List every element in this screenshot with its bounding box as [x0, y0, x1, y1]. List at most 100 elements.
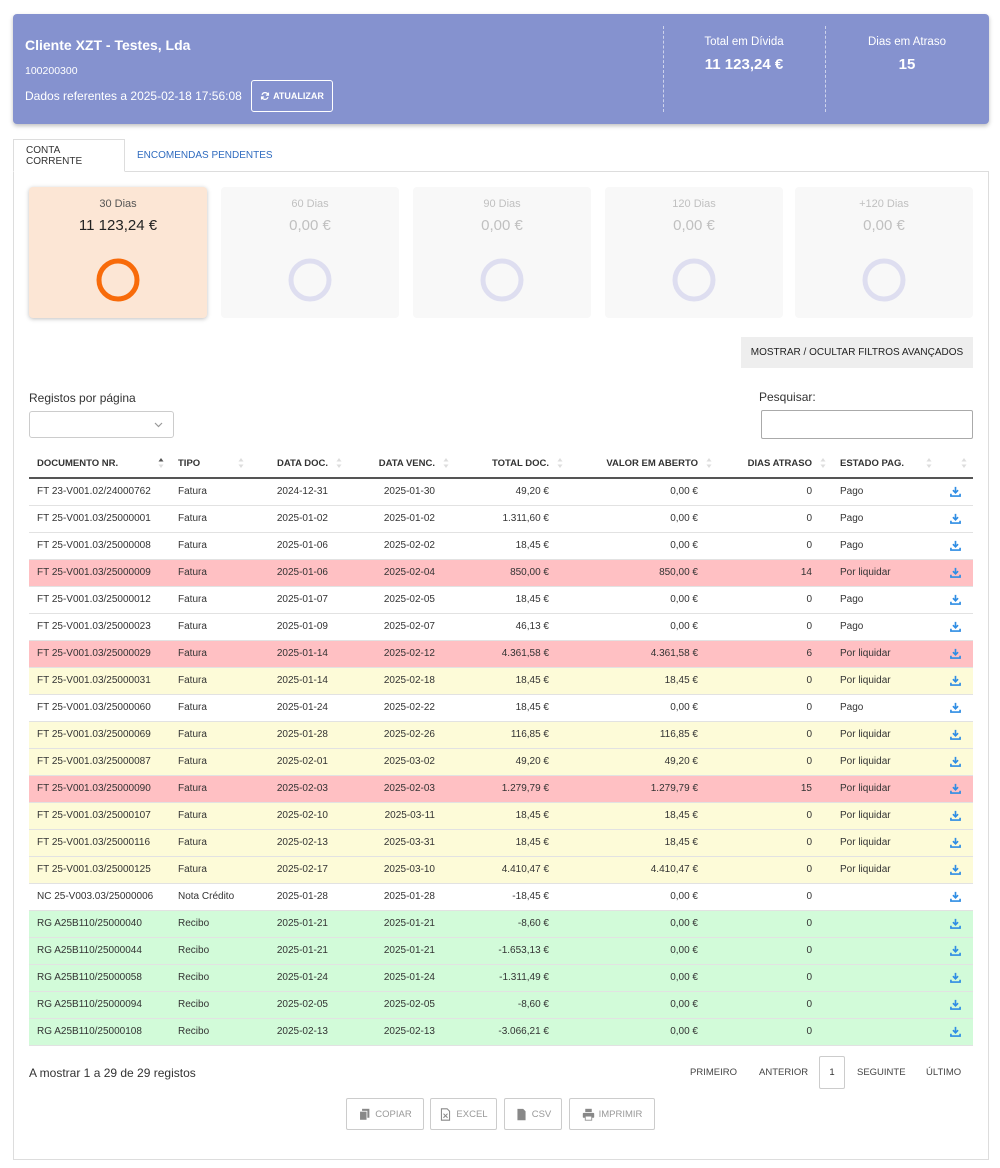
- table-row: RG A25B110/25000058 Recibo 2025-01-24 2025-…: [29, 964, 973, 992]
- download-icon[interactable]: [950, 783, 961, 794]
- download-icon[interactable]: [950, 648, 961, 659]
- aging-card-90[interactable]: 90 Dias 0,00 €: [413, 187, 591, 318]
- download-cell[interactable]: [938, 667, 973, 695]
- aging-card-120[interactable]: 120 Dias 0,00 €: [605, 187, 783, 318]
- print-button[interactable]: IMPRIMIR: [569, 1098, 655, 1130]
- tab-encomendas-pendentes[interactable]: ENCOMENDAS PENDENTES: [137, 150, 273, 161]
- download-cell[interactable]: [938, 640, 973, 668]
- download-icon[interactable]: [950, 729, 961, 740]
- download-icon[interactable]: [950, 540, 961, 551]
- download-icon[interactable]: [950, 837, 961, 848]
- col-header-actions[interactable]: [938, 449, 973, 479]
- download-cell[interactable]: [938, 532, 973, 560]
- aging-card-30[interactable]: 30 Dias 11 123,24 €: [29, 187, 207, 318]
- download-cell[interactable]: [938, 856, 973, 884]
- download-icon[interactable]: [950, 702, 961, 713]
- tab-bar: CONTA CORRENTE ENCOMENDAS PENDENTES: [13, 139, 989, 172]
- download-icon[interactable]: [950, 891, 961, 902]
- cell-data-doc: 2025-02-13: [250, 1018, 348, 1046]
- aging-card-60[interactable]: 60 Dias 0,00 €: [221, 187, 399, 318]
- cell-data-doc: 2025-02-13: [250, 829, 348, 857]
- download-icon[interactable]: [950, 1026, 961, 1037]
- cell-documento: FT 25-V001.03/25000012: [29, 586, 170, 614]
- sort-icon: [443, 458, 449, 468]
- cell-total-doc: 18,45 €: [455, 586, 569, 614]
- download-icon[interactable]: [950, 486, 961, 498]
- aging-card-120-plus[interactable]: +120 Dias 0,00 €: [795, 187, 973, 318]
- download-cell[interactable]: [938, 991, 973, 1019]
- col-header-estado-pag[interactable]: ESTADO PAG.: [832, 449, 938, 479]
- cell-data-venc: 2025-03-31: [348, 829, 455, 857]
- download-cell[interactable]: [938, 613, 973, 641]
- col-header-data-doc[interactable]: DATA DOC.: [250, 449, 348, 479]
- cell-documento: FT 25-V001.03/25000031: [29, 667, 170, 695]
- download-icon[interactable]: [950, 945, 961, 956]
- pagination-next[interactable]: SEGUINTE: [857, 1067, 906, 1078]
- pagination-last[interactable]: ÚLTIMO: [926, 1067, 962, 1078]
- download-cell[interactable]: [938, 748, 973, 776]
- download-cell[interactable]: [938, 478, 973, 506]
- refresh-button[interactable]: ATUALIZAR: [251, 80, 333, 112]
- col-header-valor-aberto[interactable]: VALOR EM ABERTO: [569, 449, 718, 479]
- toggle-filters-button[interactable]: MOSTRAR / OCULTAR FILTROS AVANÇADOS: [741, 337, 973, 368]
- download-cell[interactable]: [938, 505, 973, 533]
- col-header-total-doc[interactable]: TOTAL DOC.: [455, 449, 569, 479]
- download-icon[interactable]: [950, 621, 961, 632]
- download-cell[interactable]: [938, 937, 973, 965]
- cell-tipo: Recibo: [170, 1018, 250, 1046]
- cell-documento: FT 25-V001.03/25000125: [29, 856, 170, 884]
- pagination-previous[interactable]: ANTERIOR: [759, 1067, 809, 1078]
- cell-documento: FT 25-V001.03/25000060: [29, 694, 170, 722]
- cell-valor-aberto: 0,00 €: [569, 613, 718, 641]
- cell-valor-aberto: 0,00 €: [569, 532, 718, 560]
- cell-data-venc: 2025-02-13: [348, 1018, 455, 1046]
- search-input[interactable]: [761, 410, 973, 439]
- tab-conta-corrente[interactable]: CONTA CORRENTE: [13, 139, 125, 172]
- download-icon[interactable]: [950, 918, 961, 929]
- download-icon[interactable]: [950, 810, 961, 821]
- download-cell[interactable]: [938, 883, 973, 911]
- download-icon[interactable]: [950, 567, 961, 578]
- download-cell[interactable]: [938, 694, 973, 722]
- download-cell[interactable]: [938, 1018, 973, 1046]
- download-icon[interactable]: [950, 864, 961, 875]
- csv-button[interactable]: CSV: [504, 1098, 562, 1130]
- cell-valor-aberto: 0,00 €: [569, 964, 718, 992]
- rows-per-page-select[interactable]: [29, 411, 174, 438]
- pagination-page-1[interactable]: 1: [819, 1056, 845, 1089]
- download-cell[interactable]: [938, 910, 973, 938]
- download-icon[interactable]: [950, 594, 961, 605]
- cell-dias-atraso: 0: [718, 856, 832, 884]
- download-icon[interactable]: [950, 513, 961, 524]
- download-cell[interactable]: [938, 775, 973, 803]
- copy-button[interactable]: COPIAR: [346, 1098, 424, 1130]
- cell-estado-pag: Pago: [832, 613, 938, 641]
- cell-dias-atraso: 0: [718, 586, 832, 614]
- col-header-documento[interactable]: DOCUMENTO NR.: [29, 449, 170, 479]
- cell-data-doc: 2025-01-02: [250, 505, 348, 533]
- cell-total-doc: 18,45 €: [455, 694, 569, 722]
- excel-button[interactable]: EXCEL: [430, 1098, 497, 1130]
- download-icon[interactable]: [950, 972, 961, 983]
- sort-icon: [336, 458, 342, 468]
- total-debt-value: 11 123,24 €: [704, 56, 784, 73]
- col-header-dias-atraso[interactable]: DIAS ATRASO: [718, 449, 832, 479]
- cell-tipo: Fatura: [170, 613, 250, 641]
- download-cell[interactable]: [938, 964, 973, 992]
- copy-label: COPIAR: [375, 1108, 412, 1120]
- col-header-data-venc[interactable]: DATA VENC.: [348, 449, 455, 479]
- pagination-first[interactable]: PRIMEIRO: [690, 1067, 737, 1078]
- download-cell[interactable]: [938, 559, 973, 587]
- download-cell[interactable]: [938, 586, 973, 614]
- col-header-tipo[interactable]: TIPO: [170, 449, 250, 479]
- download-icon[interactable]: [950, 756, 961, 767]
- download-icon[interactable]: [950, 999, 961, 1010]
- download-cell[interactable]: [938, 721, 973, 749]
- download-icon[interactable]: [950, 675, 961, 686]
- cell-total-doc: 49,20 €: [455, 748, 569, 776]
- download-cell[interactable]: [938, 829, 973, 857]
- download-cell[interactable]: [938, 802, 973, 830]
- table-row: FT 25-V001.03/25000087 Fatura 2025-02-01 20…: [29, 748, 973, 776]
- cell-total-doc: 1.279,79 €: [455, 775, 569, 803]
- table-header-row: DOCUMENTO NR. TIPO DATA DOC. DATA VENC. …: [29, 449, 973, 479]
